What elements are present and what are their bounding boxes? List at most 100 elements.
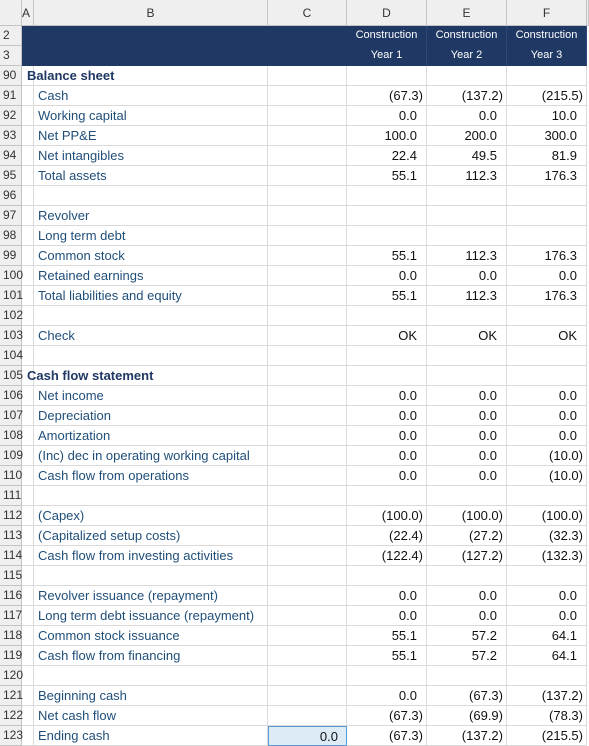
- cell: [268, 486, 347, 506]
- value: (67.3): [347, 86, 427, 106]
- row-number: 102: [0, 306, 23, 326]
- cell: [507, 66, 587, 86]
- cell: [507, 566, 587, 586]
- cell: [34, 106, 268, 126]
- cell: [22, 426, 34, 446]
- corner: [0, 0, 22, 26]
- cell: [22, 566, 34, 586]
- cell: [22, 206, 34, 226]
- cell: [34, 286, 268, 306]
- selected-cell: 0.0: [268, 726, 347, 746]
- cell: [427, 666, 507, 686]
- row-number: 110: [0, 466, 22, 486]
- cell: [427, 306, 507, 326]
- value: 0.0: [347, 266, 427, 286]
- value: (122.4): [347, 546, 427, 566]
- cell: [34, 646, 268, 666]
- row-number: 116: [0, 586, 22, 606]
- value: OK: [427, 326, 507, 346]
- value: 100.0: [347, 126, 427, 146]
- cell: [268, 366, 347, 386]
- value: (132.3): [507, 546, 587, 566]
- cell: [347, 186, 427, 206]
- cell: [22, 506, 34, 526]
- value: 112.3: [427, 166, 507, 186]
- cell: [22, 606, 34, 626]
- row-number: 93: [0, 126, 22, 146]
- row-number: 2: [0, 26, 22, 46]
- value: 64.1: [507, 626, 587, 646]
- cell: [22, 286, 34, 306]
- cell: [34, 186, 268, 206]
- cell: [34, 166, 268, 186]
- cell: [268, 206, 347, 226]
- value: 0.0: [427, 266, 507, 286]
- cell: [34, 346, 268, 366]
- cell: [347, 306, 427, 326]
- cell: [34, 266, 268, 286]
- row-number: 106: [0, 386, 23, 406]
- cell: [347, 486, 427, 506]
- header-fill: [22, 46, 347, 66]
- cell: [34, 466, 268, 486]
- cell: [22, 486, 34, 506]
- cell: [22, 86, 34, 106]
- cell: [427, 66, 507, 86]
- value: 55.1: [347, 286, 427, 306]
- value: (215.5): [507, 726, 587, 746]
- value: 200.0: [427, 126, 507, 146]
- cell: [347, 346, 427, 366]
- value: 0.0: [507, 586, 587, 606]
- cell: [507, 666, 587, 686]
- value: 64.1: [507, 646, 587, 666]
- cell: [34, 486, 268, 506]
- cell: [268, 126, 347, 146]
- cell: [268, 686, 347, 706]
- value: (100.0): [347, 506, 427, 526]
- cell: [268, 626, 347, 646]
- cell: [34, 386, 268, 406]
- cell: [268, 706, 347, 726]
- cell: [347, 206, 427, 226]
- value: 0.0: [507, 406, 587, 426]
- cell: [34, 446, 268, 466]
- cell: [347, 366, 427, 386]
- cell: [22, 266, 34, 286]
- cell: [22, 666, 34, 686]
- value: 0.0: [507, 606, 587, 626]
- value: 57.2: [427, 646, 507, 666]
- row-number: 118: [0, 626, 22, 646]
- cell: [268, 146, 347, 166]
- value: (32.3): [507, 526, 587, 546]
- cell: [347, 226, 427, 246]
- cell: [34, 86, 268, 106]
- row-number: 101: [0, 286, 23, 306]
- cell: [427, 226, 507, 246]
- cell: [34, 426, 268, 446]
- row-number: 105: [0, 366, 23, 386]
- cell: [34, 406, 268, 426]
- cell: [507, 366, 587, 386]
- value: (67.3): [427, 686, 507, 706]
- cell: [34, 306, 268, 326]
- value: (10.0): [507, 446, 587, 466]
- column-title: Year 3: [507, 46, 587, 66]
- cell: [34, 686, 268, 706]
- cell: [34, 246, 268, 266]
- value: 176.3: [507, 166, 587, 186]
- value: 81.9: [507, 146, 587, 166]
- cell: [507, 486, 587, 506]
- cell: [268, 326, 347, 346]
- row-number: 122: [0, 706, 23, 726]
- row-number: 121: [0, 686, 23, 706]
- header-fill: [22, 26, 347, 46]
- value: 0.0: [347, 586, 427, 606]
- row-number: 92: [0, 106, 22, 126]
- row-number: 119: [0, 646, 22, 666]
- value: (69.9): [427, 706, 507, 726]
- value: 300.0: [507, 126, 587, 146]
- row-number: 123: [0, 726, 23, 746]
- cell: [34, 526, 268, 546]
- row-number: 108: [0, 426, 23, 446]
- cell: [427, 486, 507, 506]
